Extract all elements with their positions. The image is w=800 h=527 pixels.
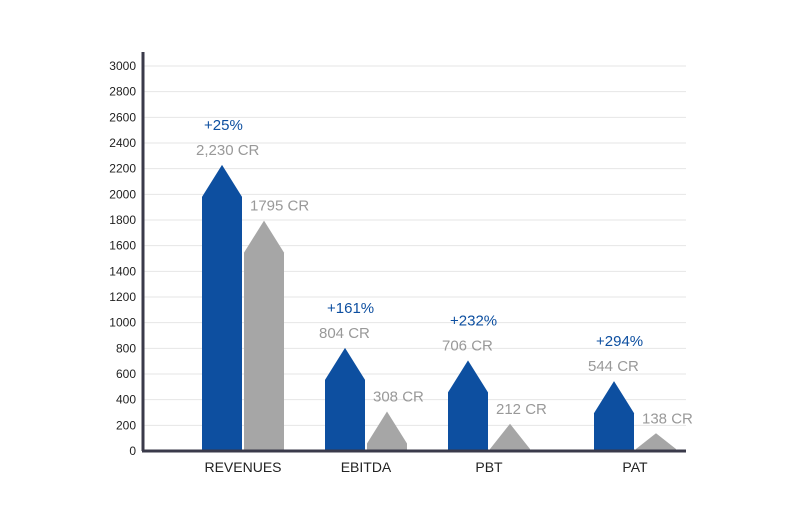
- x-category-label: REVENUES: [204, 459, 281, 475]
- growth-label: +294%: [596, 333, 643, 350]
- current-value-label: 804 CR: [319, 325, 370, 342]
- growth-label: +161%: [327, 300, 374, 317]
- bar-previous: [244, 220, 284, 451]
- y-tick-label: 2000: [109, 187, 136, 201]
- bar-previous: [367, 411, 407, 451]
- y-tick-label: 2800: [109, 85, 136, 99]
- y-tick-label: 400: [116, 393, 136, 407]
- y-tick-label: 1200: [109, 290, 136, 304]
- x-category-label: PAT: [622, 459, 648, 475]
- y-tick-label: 2400: [109, 136, 136, 150]
- y-tick-label: 0: [129, 444, 136, 458]
- bar-previous: [636, 433, 676, 451]
- y-tick-label: 2200: [109, 162, 136, 176]
- x-axis-categories: REVENUES EBITDA PBT PAT: [204, 459, 648, 475]
- data-labels: +25% 2,230 CR 1795 CR +161% 804 CR 308 CR +232…: [196, 117, 693, 427]
- bar-current: [325, 347, 365, 451]
- x-category-label: EBITDA: [341, 459, 392, 475]
- growth-label: +232%: [450, 312, 497, 329]
- bars: [202, 164, 676, 452]
- y-tick-label: 2600: [109, 110, 136, 124]
- y-tick-label: 800: [116, 341, 136, 355]
- y-tick-label: 1000: [109, 316, 136, 330]
- previous-value-label: 212 CR: [496, 401, 547, 418]
- growth-label: +25%: [204, 117, 243, 134]
- current-value-label: 544 CR: [588, 358, 639, 375]
- previous-value-label: 138 CR: [642, 410, 693, 427]
- previous-value-label: 308 CR: [373, 388, 424, 405]
- y-tick-label: 600: [116, 367, 136, 381]
- y-tick-label: 1600: [109, 239, 136, 253]
- previous-value-label: 1795 CR: [250, 198, 309, 215]
- bar-current: [594, 381, 634, 451]
- y-tick-label: 1800: [109, 213, 136, 227]
- y-tick-label: 3000: [109, 59, 136, 73]
- y-tick-label: 1400: [109, 264, 136, 278]
- bar-current: [448, 360, 488, 451]
- current-value-label: 2,230 CR: [196, 142, 260, 159]
- bar-current: [202, 164, 242, 452]
- bar-previous: [490, 423, 530, 451]
- x-category-label: PBT: [475, 459, 503, 475]
- y-tick-label: 200: [116, 418, 136, 432]
- current-value-label: 706 CR: [442, 337, 493, 354]
- y-axis-ticks: 0 200 400 600 800 1000 1200 1400 1600 1800 2000 220…: [109, 59, 136, 458]
